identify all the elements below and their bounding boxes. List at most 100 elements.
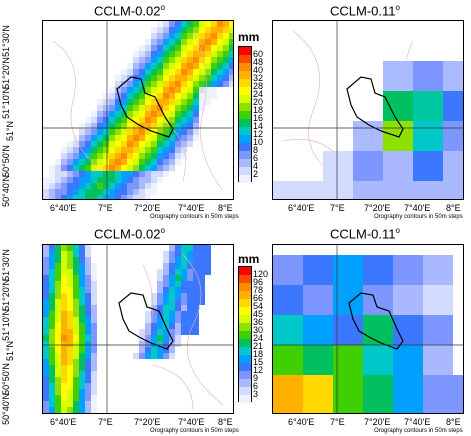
- precip-cell: [79, 395, 85, 401]
- precip-field-bottom-right: [273, 245, 463, 413]
- precip-cell: [181, 299, 187, 305]
- colorbar-swatch: [239, 47, 251, 55]
- precip-cell: [73, 407, 79, 413]
- precip-cell: [61, 299, 67, 305]
- precip-cell: [109, 183, 115, 189]
- colorbar-tick-label: 6: [253, 152, 259, 163]
- precip-cell: [79, 305, 85, 311]
- colorbar-tick-label: 54: [253, 300, 264, 311]
- precip-cell: [157, 335, 163, 341]
- precip-cell: [73, 413, 79, 414]
- precip-cell: [109, 111, 115, 117]
- precip-cell: [169, 293, 175, 299]
- precip-cell: [145, 165, 151, 171]
- precip-cell: [163, 329, 169, 335]
- precip-cell: [163, 171, 169, 177]
- precip-cell: [193, 63, 199, 69]
- precip-cell: [91, 165, 97, 171]
- precip-cell: [193, 257, 199, 263]
- precip-cell: [151, 51, 157, 57]
- precip-cell: [139, 353, 145, 359]
- precip-cell: [145, 323, 151, 329]
- colorbar-swatch: [239, 363, 251, 371]
- precip-cell: [205, 99, 211, 105]
- precip-cell: [49, 413, 55, 414]
- precip-cell: [193, 93, 199, 99]
- precip-cell: [91, 293, 97, 299]
- precip-cell: [127, 135, 133, 141]
- precip-cell: [115, 153, 121, 159]
- precip-cell: [73, 305, 79, 311]
- precip-field-top-left: [43, 21, 233, 199]
- precip-cell: [67, 245, 73, 251]
- colorbar-tick-label: 18: [253, 104, 264, 115]
- precip-cell: [175, 129, 181, 135]
- lon-label: 7°40'E: [178, 203, 205, 213]
- precip-cell: [157, 39, 163, 45]
- precip-cell: [205, 81, 211, 87]
- precip-cell: [187, 21, 193, 27]
- lat-label: 51°30'N: [0, 249, 11, 281]
- precip-cell: [187, 287, 193, 293]
- precip-cell: [223, 63, 229, 69]
- precip-cell: [73, 383, 79, 389]
- precip-cell: [115, 99, 121, 105]
- precip-cell: [175, 57, 181, 63]
- precip-cell: [163, 293, 169, 299]
- precip-cell: [67, 281, 73, 287]
- precip-cell: [85, 311, 91, 317]
- colorbar-tick-label: 66: [253, 292, 264, 303]
- precip-cell: [49, 275, 55, 281]
- precip-cell: [73, 401, 79, 407]
- lat-label: 51°N: [5, 340, 16, 362]
- precip-cell: [157, 27, 163, 33]
- precip-cell: [199, 263, 205, 269]
- precip-cell: [163, 317, 169, 323]
- precip-cell: [79, 389, 85, 395]
- precip-cell: [103, 123, 109, 129]
- precip-cell: [79, 195, 85, 199]
- colorbar-tick-label: 45: [253, 308, 264, 319]
- precip-cell: [187, 111, 193, 117]
- precip-cell: [73, 389, 79, 395]
- precip-cell: [169, 287, 175, 293]
- precip-cell: [55, 159, 61, 165]
- precip-cell: [85, 189, 91, 195]
- precip-cell: [223, 21, 229, 27]
- precip-cell: [217, 57, 223, 63]
- precip-cell: [199, 105, 205, 111]
- precip-cell: [109, 177, 115, 183]
- precip-cell: [85, 365, 91, 371]
- precip-cell: [175, 135, 181, 141]
- precip-cell: [151, 117, 157, 123]
- precip-cell: [199, 27, 205, 33]
- precip-cell: [169, 299, 175, 305]
- precip-cell: [61, 335, 67, 341]
- precip-cell: [73, 171, 79, 177]
- lon-label: 7°20'E: [364, 417, 391, 427]
- catchment-outline: [346, 76, 404, 138]
- precip-cell: [79, 263, 85, 269]
- precip-cell: [67, 401, 73, 407]
- precip-cell: [121, 87, 127, 93]
- precip-cell: [97, 189, 103, 195]
- colorbar-tick-label: 30: [253, 324, 264, 335]
- lon-label: 8°E: [446, 417, 461, 427]
- precip-cell: [205, 57, 211, 63]
- precip-cell: [223, 39, 229, 45]
- precip-cell: [157, 329, 163, 335]
- precip-cell: [85, 153, 91, 159]
- precip-cell: [181, 81, 187, 87]
- precip-cell: [55, 383, 61, 389]
- precip-cell: [67, 365, 73, 371]
- precip-cell: [121, 123, 127, 129]
- precip-cell: [163, 147, 169, 153]
- precip-cell: [181, 39, 187, 45]
- precip-cell: [85, 141, 91, 147]
- precip-cell: [205, 87, 211, 93]
- precip-cell: [61, 245, 67, 251]
- precip-cell: [79, 317, 85, 323]
- precip-cell: [181, 257, 187, 263]
- precip-cell: [85, 341, 91, 347]
- precip-cell: [97, 105, 103, 111]
